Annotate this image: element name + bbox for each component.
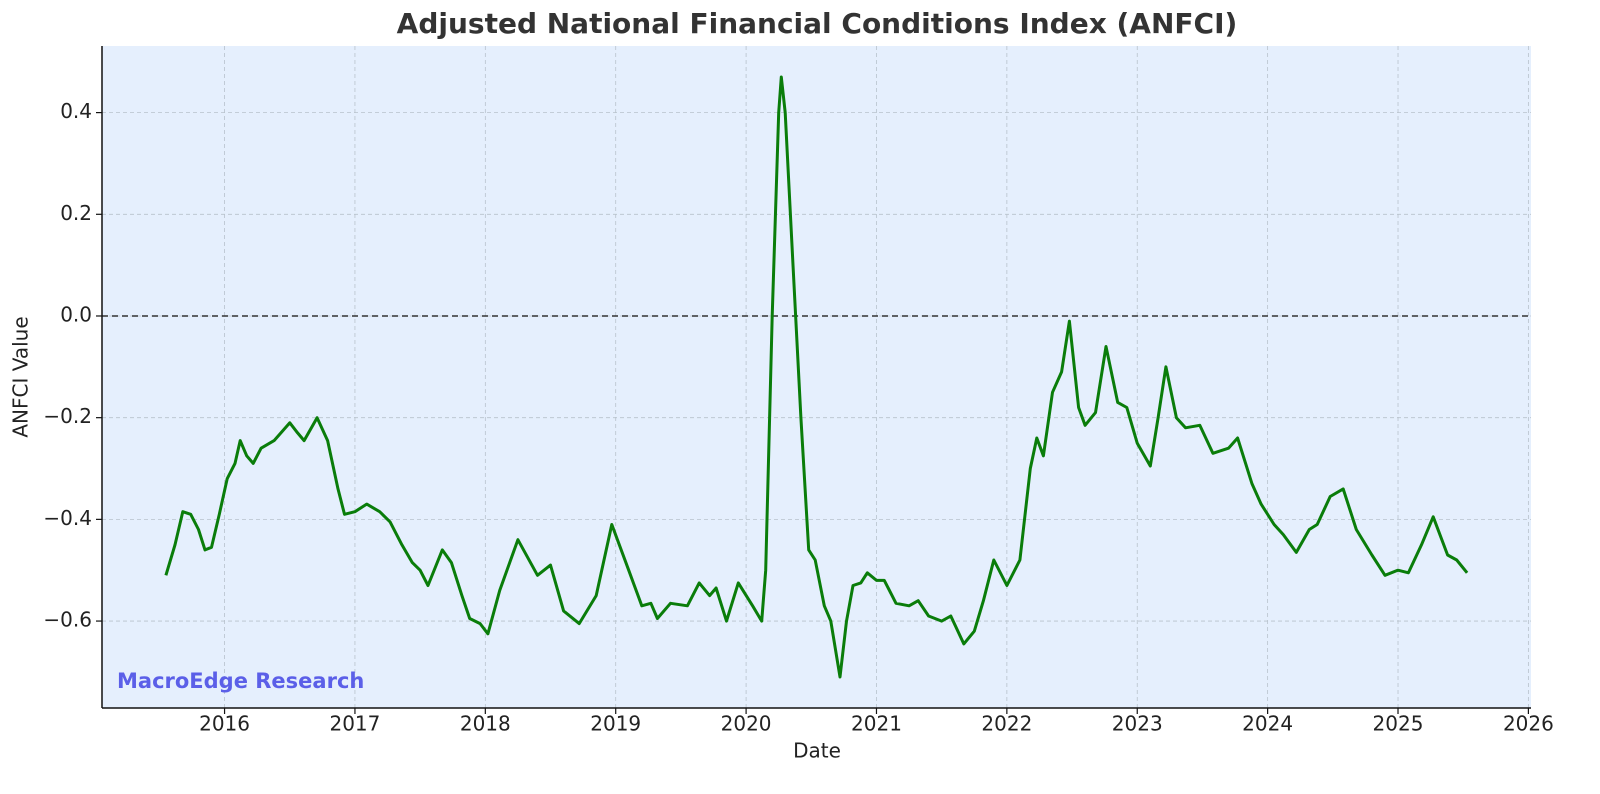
x-tick-label: 2019 bbox=[590, 712, 641, 736]
x-tick-label: 2025 bbox=[1373, 712, 1424, 736]
data-line bbox=[164, 75, 1469, 679]
y-tick-label: −0.4 bbox=[43, 506, 92, 530]
y-tick-label: 0.2 bbox=[60, 201, 92, 225]
x-tick-label: 2022 bbox=[981, 712, 1032, 736]
y-axis-label: ANFCI Value bbox=[9, 316, 33, 437]
y-tick-label: −0.6 bbox=[43, 608, 92, 632]
x-axis-label: Date bbox=[793, 739, 841, 763]
x-tick-label: 2018 bbox=[460, 712, 511, 736]
x-tick-label: 2017 bbox=[329, 712, 380, 736]
x-tick-label: 2016 bbox=[199, 712, 250, 736]
chart-title: Adjusted National Financial Conditions I… bbox=[397, 7, 1238, 40]
y-tick-label: −0.2 bbox=[43, 404, 92, 428]
x-tick-label: 2021 bbox=[851, 712, 902, 736]
y-tick-label: 0.4 bbox=[60, 99, 92, 123]
x-tick-label: 2026 bbox=[1503, 712, 1554, 736]
watermark: MacroEdge Research bbox=[117, 669, 364, 693]
plot-background bbox=[102, 46, 1531, 708]
y-tick-label: 0.0 bbox=[60, 302, 92, 326]
x-tick-label: 2020 bbox=[721, 712, 772, 736]
x-tick-label: 2024 bbox=[1242, 712, 1293, 736]
x-tick-label: 2023 bbox=[1112, 712, 1163, 736]
